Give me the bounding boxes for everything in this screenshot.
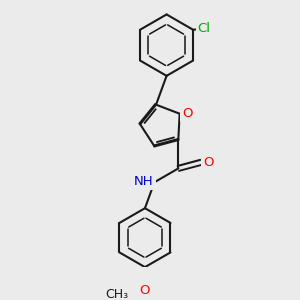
Text: O: O [204,156,214,169]
Text: O: O [140,284,150,297]
Text: Cl: Cl [198,22,211,35]
Text: CH₃: CH₃ [105,288,128,300]
Text: O: O [182,107,193,120]
Text: NH: NH [134,175,154,188]
